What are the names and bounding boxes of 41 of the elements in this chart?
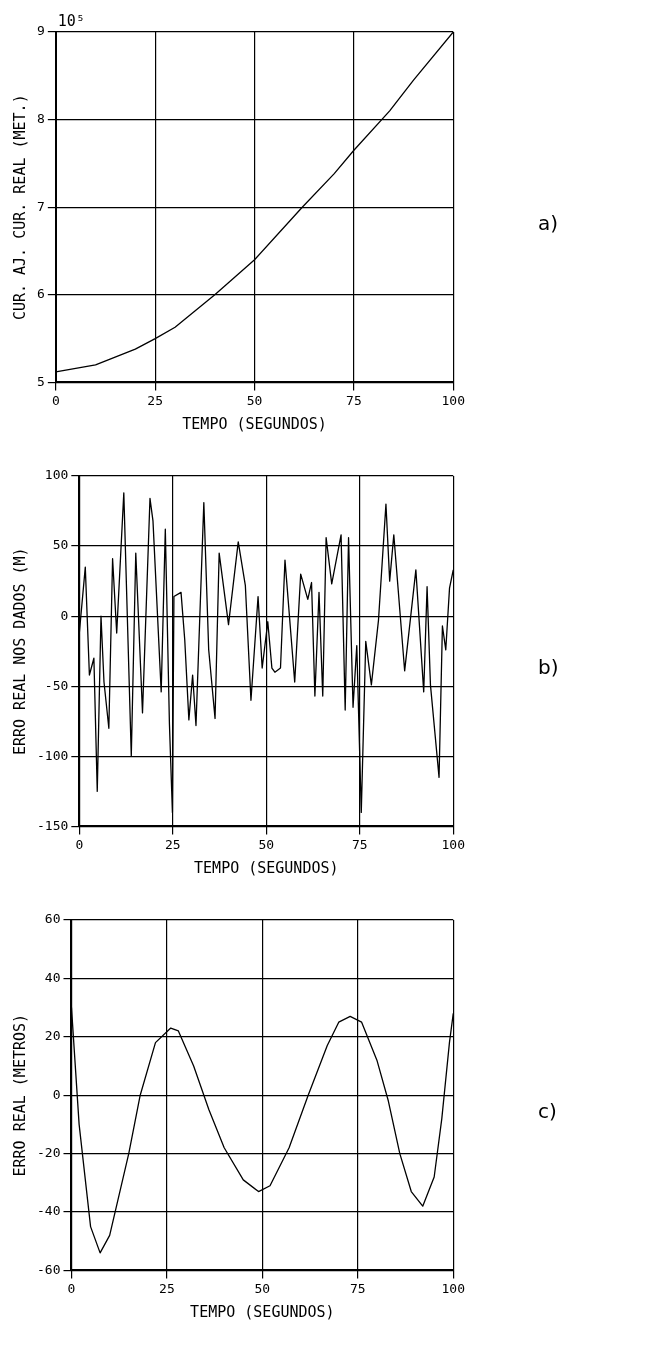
x-tick-label: 25 [147, 392, 164, 408]
y-tick-label: 8 [37, 110, 45, 126]
x-tick-label: 75 [349, 1280, 366, 1296]
y-tick-label: 5 [37, 373, 45, 389]
y-axis-title: ERRO REAL (METROS) [10, 1013, 29, 1177]
x-tick-label: 100 [441, 392, 465, 408]
x-axis-title: TEMPO (SEGUNDOS) [190, 1302, 335, 1321]
y-axis-title: CUR. AJ. CUR. REAL (MET.) [10, 94, 29, 321]
x-tick-label: 25 [159, 1280, 175, 1296]
y-tick-label: 60 [44, 911, 61, 927]
x-tick-label: 75 [351, 836, 368, 852]
y-tick-label: 100 [44, 467, 69, 483]
text: a) [538, 211, 559, 235]
y-tick-label: 40 [44, 969, 61, 985]
y-tick-label: -150 [36, 817, 69, 833]
y-tick-label: -20 [37, 1144, 61, 1160]
y-tick-label: 0 [52, 1086, 61, 1102]
y-tick-label: 20 [44, 1028, 61, 1044]
x-axis-title: TEMPO (SEGUNDOS) [182, 414, 327, 433]
y-axis-title: ERRO REAL NOS DADOS (M) [10, 547, 29, 756]
y-tick-label: 0 [60, 607, 69, 623]
x-tick-label: 100 [441, 1280, 465, 1296]
x-tick-label: 75 [346, 392, 362, 408]
y-tick-label: -50 [44, 677, 69, 693]
x-tick-label: 100 [441, 836, 465, 852]
text: c) [538, 1099, 557, 1123]
text: 10⁵ [57, 12, 85, 31]
x-axis-title: TEMPO (SEGUNDOS) [194, 858, 339, 877]
x-tick-label: 50 [258, 836, 275, 852]
x-tick-label: 0 [75, 836, 84, 852]
x-tick-label: 50 [246, 392, 263, 408]
y-tick-label: -40 [37, 1203, 61, 1219]
y-tick-label: 50 [52, 537, 69, 553]
y-tick-label: -100 [36, 747, 69, 763]
text: b) [538, 655, 559, 679]
y-tick-label: 7 [37, 198, 45, 214]
x-tick-label: 25 [164, 836, 181, 852]
y-tick-label: 6 [37, 286, 45, 302]
x-tick-label: 50 [254, 1280, 271, 1296]
y-tick-label: 9 [37, 23, 45, 39]
y-tick-label: -60 [37, 1261, 61, 1277]
